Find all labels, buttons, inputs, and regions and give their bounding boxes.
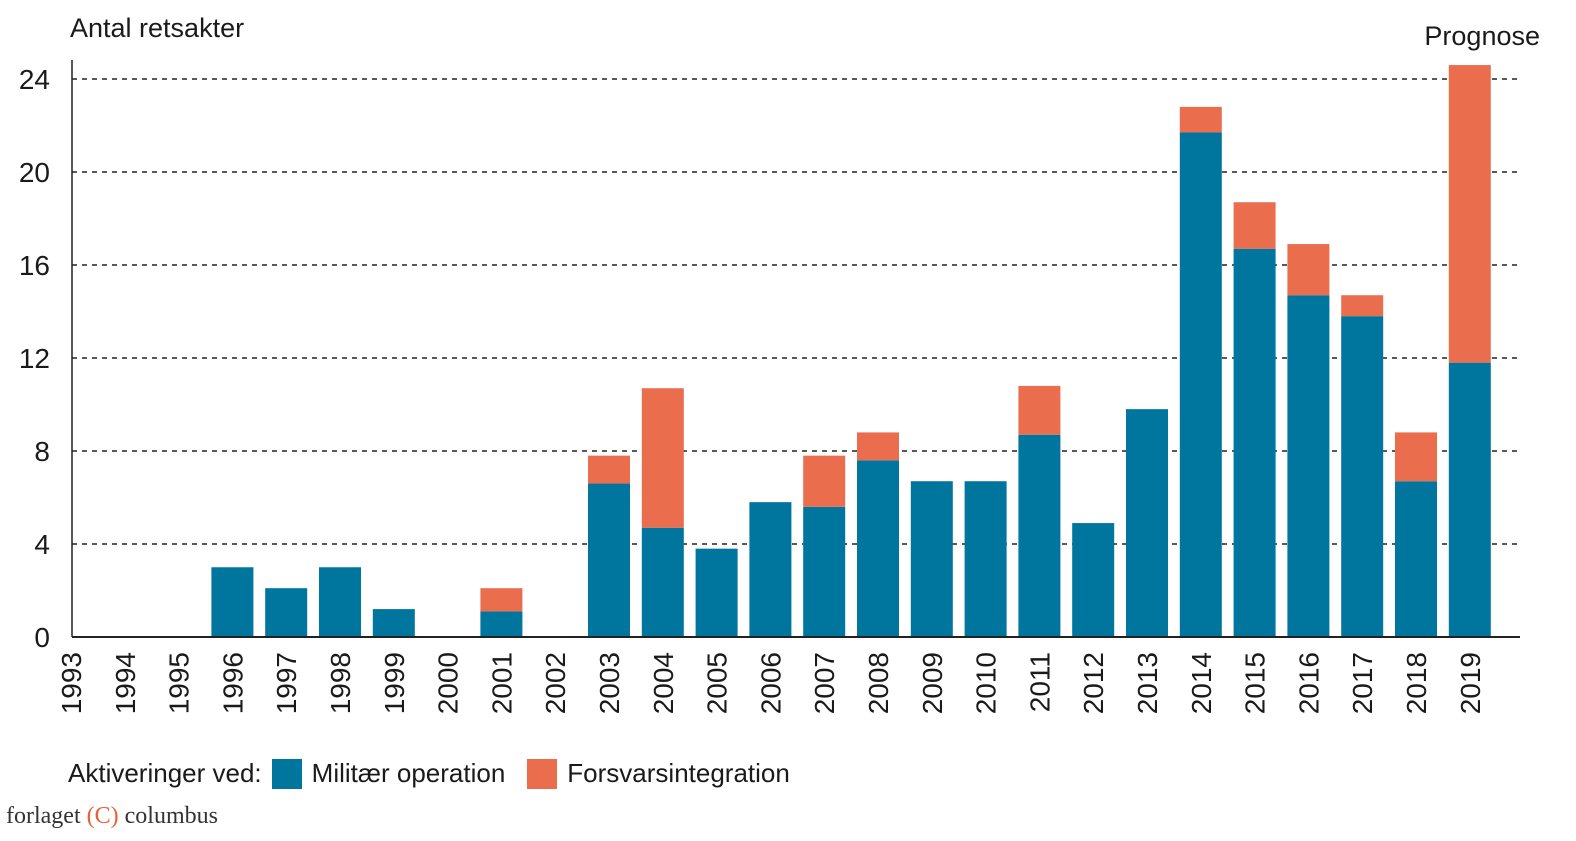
bar-militaer-2018 <box>1395 481 1437 637</box>
bar-militaer-2001 <box>480 611 523 637</box>
bar-militaer-2006 <box>749 502 792 637</box>
legend-swatch-militaer <box>271 758 302 789</box>
bar-forsvar-2003 <box>588 455 630 484</box>
y-axis-title: Antal retsakter <box>70 13 244 43</box>
x-tick-label: 2007 <box>809 652 840 714</box>
bar-militaer-2016 <box>1287 295 1330 637</box>
y-tick-label: 20 <box>19 157 50 188</box>
copyright-mark: (C) <box>86 803 119 829</box>
bar-militaer-2008 <box>857 460 899 637</box>
legend-label-forsvar: Forsvarsintegration <box>567 758 790 788</box>
x-tick-label: 2009 <box>917 652 948 714</box>
bar-forsvar-2008 <box>857 432 899 461</box>
bar-militaer-2005 <box>695 548 738 637</box>
bar-militaer-2010 <box>964 481 1007 637</box>
bar-forsvar-2001 <box>480 588 523 612</box>
x-tick-label: 1998 <box>325 652 356 714</box>
y-tick-label: 16 <box>19 250 50 281</box>
bar-forsvar-2016 <box>1287 244 1330 296</box>
x-tick-label: 2005 <box>702 652 733 714</box>
x-tick-label: 2002 <box>540 652 571 714</box>
bar-militaer-2015 <box>1233 248 1276 637</box>
bar-militaer-2009 <box>910 481 953 637</box>
y-tick-label: 8 <box>34 436 50 467</box>
legend: Aktiveringer ved: Militær operation Fors… <box>68 758 790 789</box>
x-tick-label: 2015 <box>1240 652 1271 714</box>
x-tick-label: 2003 <box>594 652 625 714</box>
x-tick-label: 2019 <box>1455 652 1486 714</box>
bar-militaer-2017 <box>1341 316 1384 637</box>
brand-right: columbus <box>124 803 218 829</box>
x-tick-label: 2001 <box>486 652 517 714</box>
bar-forsvar-2004 <box>641 388 684 528</box>
bar-forsvar-2015 <box>1233 202 1276 249</box>
x-tick-label: 2010 <box>971 652 1002 714</box>
bar-militaer-2014 <box>1179 132 1222 637</box>
x-tick-label: 2018 <box>1401 652 1432 714</box>
x-tick-label: 1996 <box>217 652 248 714</box>
x-tick-label: 1995 <box>164 652 195 714</box>
chart-svg: 0 4 8 12 16 20 24 Antal retsakter Prognose 1993 19… <box>19 13 1540 714</box>
x-tick-label: 2017 <box>1347 652 1378 714</box>
legend-label-militaer: Militær operation <box>311 758 506 788</box>
y-tick-label: 24 <box>19 64 50 95</box>
bar-militaer-2004 <box>641 527 684 637</box>
bar-militaer-1998 <box>319 567 361 637</box>
prognose-annotation: Prognose <box>1424 21 1540 51</box>
bar-forsvar-2007 <box>803 455 846 507</box>
x-tick-label: 2000 <box>433 652 464 714</box>
bar-militaer-2012 <box>1072 523 1115 637</box>
y-tick-label: 0 <box>34 622 50 653</box>
publisher-logo: forlaget (C) columbus <box>6 803 218 830</box>
x-tick-label: 1994 <box>110 652 141 714</box>
bar-militaer-1997 <box>265 588 308 637</box>
bar-forsvar-2014 <box>1179 106 1222 133</box>
bar-militaer-2013 <box>1126 409 1168 637</box>
bar-forsvar-2011 <box>1018 385 1061 435</box>
y-tick-label: 4 <box>34 529 50 560</box>
x-tick-label: 1993 <box>56 652 87 714</box>
bar-militaer-2003 <box>588 483 630 637</box>
x-tick-label: 1997 <box>271 652 302 714</box>
x-tick-label: 2008 <box>863 652 894 714</box>
x-tick-label: 2004 <box>648 652 679 714</box>
brand-left: forlaget <box>6 803 81 829</box>
y-tick-label: 12 <box>19 343 50 374</box>
bar-forsvar-2017 <box>1341 295 1384 317</box>
bar-militaer-2011 <box>1018 434 1061 637</box>
x-tick-label: 2013 <box>1132 652 1163 714</box>
x-tick-label: 2014 <box>1186 652 1217 714</box>
x-tick-label: 2011 <box>1024 652 1055 712</box>
legend-swatch-forsvar <box>527 758 558 789</box>
x-tick-label: 2012 <box>1078 652 1109 714</box>
bar-militaer-2007 <box>803 506 846 637</box>
bar-forsvar-2019 <box>1448 65 1491 363</box>
bar-militaer-2019 <box>1448 362 1491 637</box>
x-tick-label: 1999 <box>379 652 410 714</box>
bar-militaer-1996 <box>211 567 254 637</box>
x-tick-label: 2016 <box>1293 652 1324 714</box>
x-tick-label: 2006 <box>755 652 786 714</box>
bar-forsvar-2018 <box>1395 432 1437 482</box>
legend-title: Aktiveringer ved: <box>68 758 262 788</box>
bar-militaer-1999 <box>372 609 415 637</box>
